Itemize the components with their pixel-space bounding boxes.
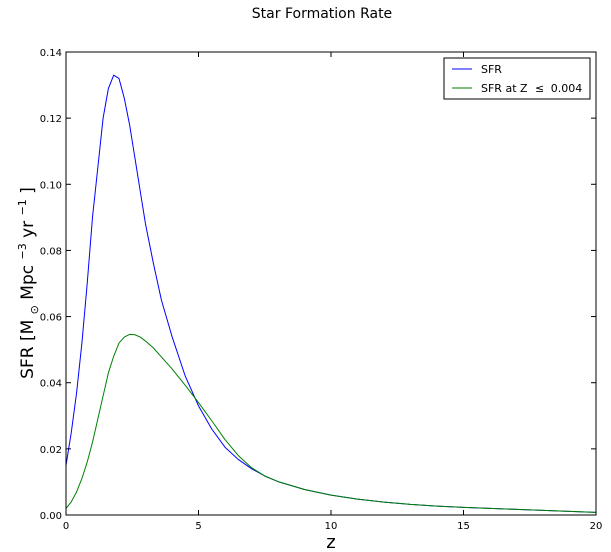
y-axis-label-sun-subscript: ⊙: [28, 305, 41, 314]
y-tick-label: 0.02: [40, 445, 62, 456]
legend-box: [443, 57, 591, 100]
x-axis-ticks: 0 5 10 15 20: [63, 52, 603, 532]
y-axis-label-prefix: SFR [M: [18, 320, 38, 379]
chart-title: Star Formation Rate: [252, 6, 392, 22]
y-axis-label-mid2: yr: [18, 221, 38, 238]
legend-label-sfr-low-z-value: 0.004: [551, 82, 583, 95]
x-axis-label: z: [326, 532, 335, 552]
y-tick-label: 0.04: [40, 379, 62, 390]
y-axis-label-suffix: ]: [18, 187, 38, 194]
plot-area: [65, 74, 597, 513]
x-tick-label: 0: [63, 521, 69, 532]
y-tick-label: 0.12: [40, 114, 62, 125]
y-axis-label-mid: Mpc: [18, 265, 38, 300]
x-tick-label: 15: [457, 521, 470, 532]
legend-label-sfr-low-z-text: SFR at Z: [481, 82, 528, 95]
x-tick-label: 20: [590, 521, 603, 532]
y-axis-label-end-sup: −1: [16, 199, 29, 215]
y-tick-label: 0.14: [40, 48, 62, 59]
legend-label-sfr-low-z: SFR at Z ≤ 0.004: [481, 82, 582, 95]
x-tick-label: 5: [195, 521, 201, 532]
x-tick-label: 10: [325, 521, 338, 532]
y-axis-ticks: 0.00 0.02 0.04 0.06 0.08 0.10 0.12 0.14: [40, 48, 596, 522]
series-line-sfr-low-z: [65, 333, 597, 513]
y-tick-label: 0.08: [40, 246, 62, 257]
y-axis-label-mid-sup: −3: [16, 243, 29, 259]
plot-frame: [65, 51, 597, 516]
y-tick-label: 0.00: [40, 511, 62, 522]
legend-label-sfr: SFR: [481, 63, 502, 76]
y-tick-label: 0.06: [40, 313, 62, 324]
legend-label-sfr-low-z-rel: ≤: [535, 82, 544, 95]
y-axis-label: SFR [M ⊙ Mpc −3 yr −1 ]: [11, 187, 43, 379]
legend: SFR SFR at Z ≤ 0.004: [443, 57, 591, 100]
y-tick-label: 0.10: [40, 180, 62, 191]
series-line-sfr: [65, 74, 597, 513]
